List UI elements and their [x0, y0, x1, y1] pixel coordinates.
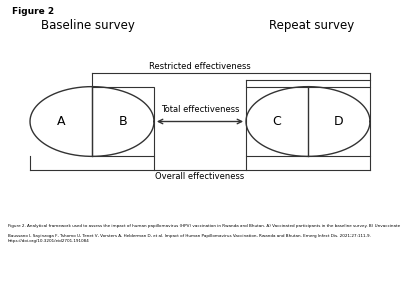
Text: C: C	[273, 115, 281, 128]
Bar	[92, 87, 154, 156]
Text: Repeat survey: Repeat survey	[269, 20, 355, 32]
Text: D: D	[334, 115, 344, 128]
Text: A: A	[57, 115, 65, 128]
Text: Baseline survey: Baseline survey	[41, 20, 135, 32]
Text: Restricted effectiveness: Restricted effectiveness	[149, 62, 251, 71]
Text: Figure 2. Analytical framework used to assess the impact of human papillomavirus: Figure 2. Analytical framework used to a…	[8, 224, 400, 243]
Text: Figure 2: Figure 2	[12, 8, 54, 16]
Text: B: B	[119, 115, 127, 128]
Bar	[246, 87, 370, 156]
Text: Total effectiveness: Total effectiveness	[161, 105, 239, 114]
Text: Overall effectiveness: Overall effectiveness	[155, 172, 245, 181]
